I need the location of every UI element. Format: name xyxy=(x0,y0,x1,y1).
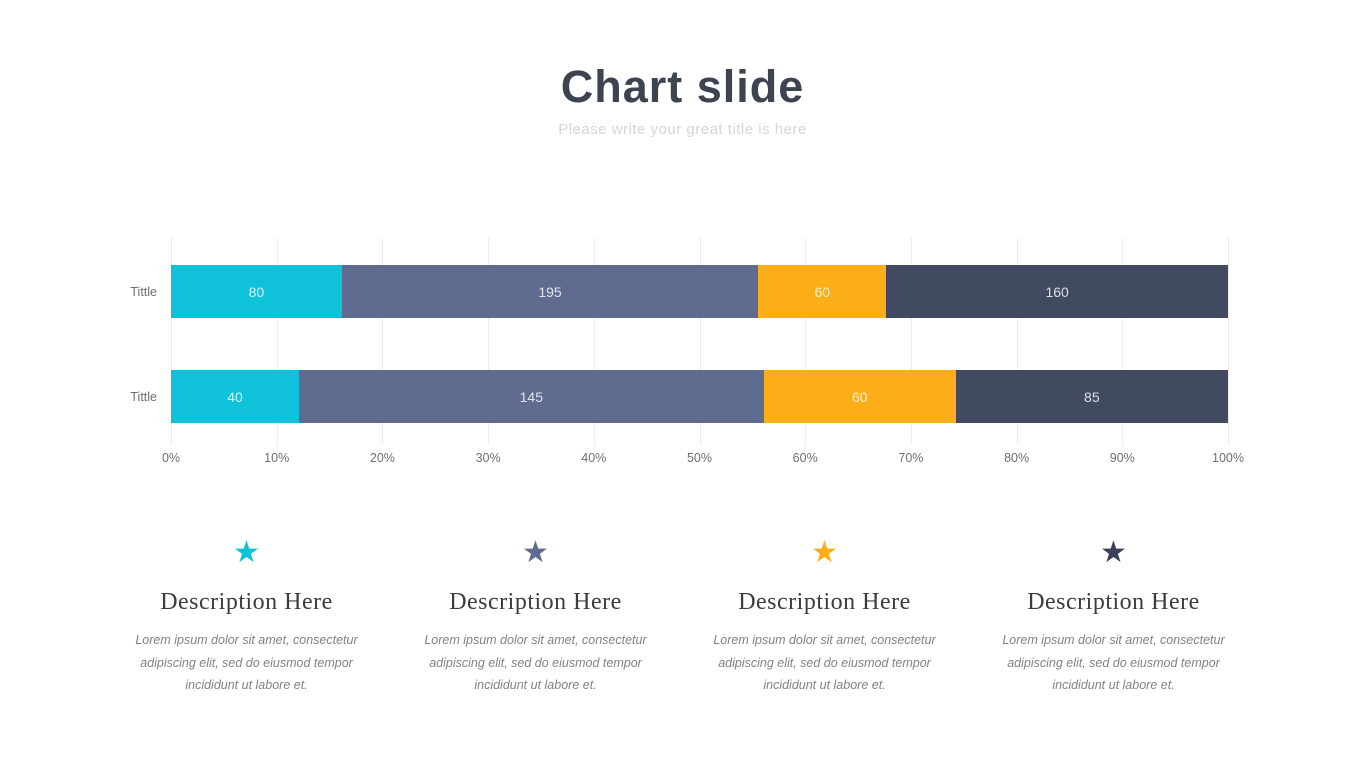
x-axis-tick-label: 40% xyxy=(581,451,607,465)
page-title: Chart slide xyxy=(560,61,805,112)
gridline xyxy=(488,238,490,445)
descriptions-row: ★ Description Here Lorem ipsum dolor sit a… xyxy=(102,538,1258,697)
bar-segment-segment-3: 60 xyxy=(758,265,887,318)
x-axis-tick-label: 50% xyxy=(686,451,713,465)
slide-header: Chart slide Please write your great titl… xyxy=(0,62,1365,138)
description-body: Lorem ipsum dolor sit amet, consectetur … xyxy=(1002,633,1225,692)
bar-segment-segment-3: 60 xyxy=(763,370,956,423)
star-icon-wrap: ★ xyxy=(708,538,941,568)
gridline xyxy=(1228,238,1229,445)
x-axis-tick-label: 0% xyxy=(161,451,181,465)
description-body: Lorem ipsum dolor sit amet, consectetur … xyxy=(713,633,936,692)
star-icon: ★ xyxy=(233,536,260,569)
x-axis-tick-label: 90% xyxy=(1109,451,1135,465)
star-icon: ★ xyxy=(522,536,549,569)
description-title: Description Here xyxy=(738,589,911,615)
description-column: ★ Description Here Lorem ipsum dolor sit a… xyxy=(680,538,969,697)
x-axis-tick-label: 80% xyxy=(1004,451,1030,465)
description-body: Lorem ipsum dolor sit amet, consectetur … xyxy=(424,633,647,692)
x-axis-tick-label: 30% xyxy=(475,451,501,465)
gridline xyxy=(1016,238,1018,445)
bar-row: Tittle 40 145 60 85 xyxy=(130,370,1228,423)
gridline xyxy=(699,238,701,445)
gridline xyxy=(910,238,912,445)
star-icon-wrap: ★ xyxy=(419,538,652,568)
x-axis-tick-label: 10% xyxy=(264,451,290,465)
x-axis-tick-label: 60% xyxy=(792,451,818,465)
gridline xyxy=(171,238,172,445)
description-title: Description Here xyxy=(449,589,622,615)
star-icon: ★ xyxy=(811,536,838,569)
description-column: ★ Description Here Lorem ipsum dolor sit a… xyxy=(391,538,680,697)
category-label: Tittle xyxy=(130,389,157,404)
star-icon-wrap: ★ xyxy=(130,538,363,568)
x-axis: 0% 10% 20% 30% 40% 50% 60% 70% 80% 90% 100% xyxy=(162,451,1244,471)
star-icon: ★ xyxy=(1100,536,1127,569)
description-column: ★ Description Here Lorem ipsum dolor sit a… xyxy=(102,538,391,697)
description-body: Lorem ipsum dolor sit amet, consectetur … xyxy=(135,633,358,692)
gridline xyxy=(276,238,278,445)
plot-area: 0% 10% 20% 30% 40% 50% 60% 70% 80% 90% 100% Tittle… xyxy=(130,238,1244,465)
bar-row: Tittle 80 195 60 160 xyxy=(130,265,1228,318)
gridline xyxy=(1122,238,1124,445)
category-label: Tittle xyxy=(130,284,157,299)
description-title: Description Here xyxy=(1027,589,1200,615)
bar-segment-segment-2: 145 xyxy=(299,370,764,423)
description-column: ★ Description Here Lorem ipsum dolor sit a… xyxy=(969,538,1258,697)
gridline xyxy=(805,238,807,445)
bar-segment-segment-1: 40 xyxy=(171,370,300,423)
bar-segment-segment-1: 80 xyxy=(171,265,342,318)
page-subtitle: Please write your great title is here xyxy=(558,120,807,138)
description-title: Description Here xyxy=(160,589,333,615)
bar-segment-segment-2: 195 xyxy=(341,265,759,318)
star-icon-wrap: ★ xyxy=(997,538,1230,568)
x-axis-tick-label: 20% xyxy=(369,451,395,465)
x-axis-tick-label: 100% xyxy=(1212,451,1244,465)
gridline xyxy=(593,238,595,445)
gridline xyxy=(382,238,384,445)
bar-segment-segment-4: 85 xyxy=(955,370,1228,423)
x-axis-tick-label: 70% xyxy=(898,451,924,465)
bar-segment-segment-4: 160 xyxy=(886,265,1228,318)
